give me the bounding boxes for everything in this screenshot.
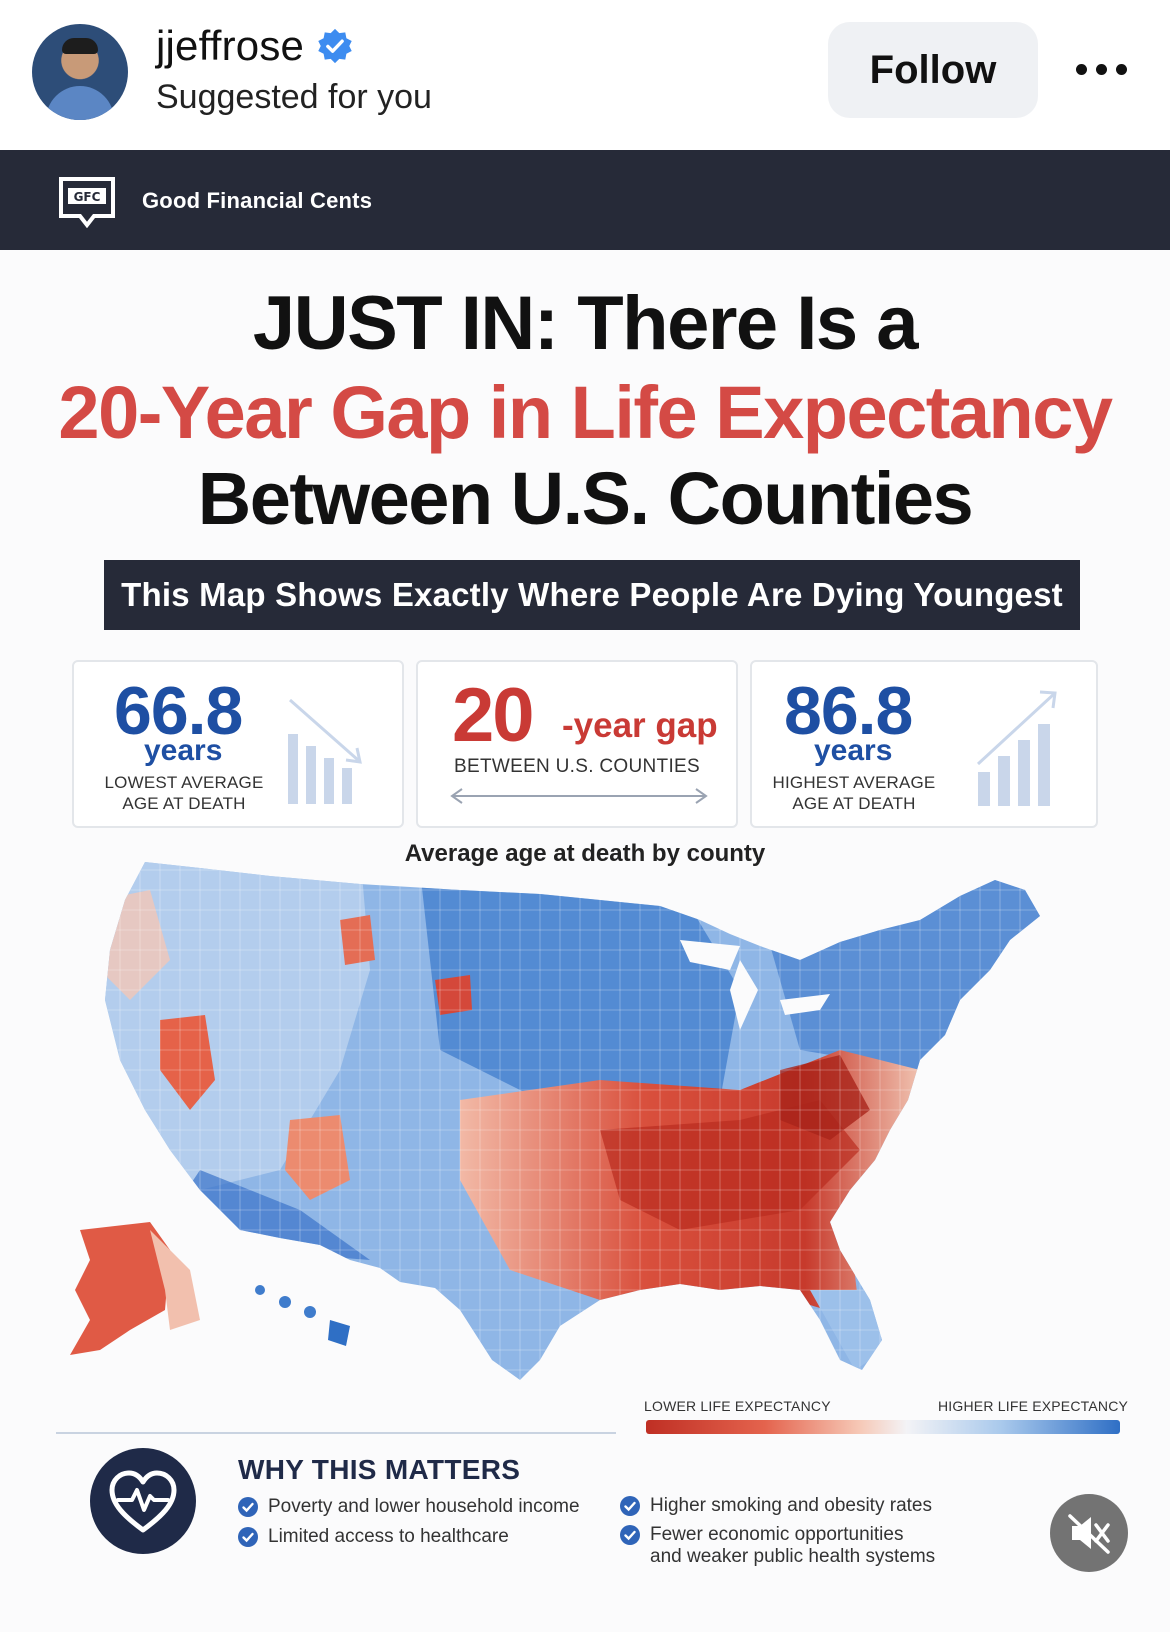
- reason-item: Poverty and lower household income: [238, 1496, 580, 1518]
- gap-label: BETWEEN U.S. COUNTIES: [454, 756, 700, 777]
- double-arrow-icon: [450, 788, 708, 804]
- post-image[interactable]: GFC Good Financial Cents JUST IN: There …: [0, 150, 1170, 1632]
- check-circle-icon: [620, 1525, 640, 1545]
- check-circle-icon: [238, 1527, 258, 1547]
- heart-pulse-icon: [90, 1448, 196, 1554]
- stat-card-gap: 20 -year gap BETWEEN U.S. COUNTIES: [416, 660, 738, 828]
- highest-unit: years: [814, 734, 893, 767]
- gap-value: 20: [452, 673, 535, 758]
- subtitle-banner: This Map Shows Exactly Where People Are …: [104, 560, 1080, 630]
- reason-item: Limited access to healthcare: [238, 1526, 509, 1548]
- lowest-unit: years: [144, 734, 223, 767]
- highest-label: HIGHEST AVERAGE AGE AT DEATH: [772, 773, 936, 813]
- speaker-muted-icon: [1068, 1514, 1110, 1554]
- why-title: WHY THIS MATTERS: [238, 1454, 521, 1485]
- legend-high-label: HIGHER LIFE EXPECTANCY: [938, 1398, 1129, 1414]
- highest-value: 86.8: [784, 673, 913, 749]
- legend-color-bar: [646, 1420, 1120, 1434]
- legend-low-label: LOWER LIFE EXPECTANCY: [644, 1398, 831, 1414]
- follow-button[interactable]: Follow: [828, 22, 1038, 118]
- stat-card-lowest: 66.8 years LOWEST AVERAGE AGE AT DEATH: [72, 660, 404, 828]
- svg-text:GFC: GFC: [74, 190, 101, 204]
- lowest-value: 66.8: [114, 673, 243, 749]
- brand-bar: GFC Good Financial Cents: [0, 150, 1170, 250]
- rising-bars-icon: [976, 690, 1057, 806]
- username[interactable]: jjeffrose: [156, 22, 305, 69]
- more-options-icon[interactable]: [1076, 54, 1136, 84]
- check-circle-icon: [620, 1496, 640, 1516]
- map-title: Average age at death by county: [404, 840, 766, 867]
- divider-line: [56, 1432, 616, 1434]
- gap-unit: -year gap: [562, 706, 718, 745]
- brand-name: Good Financial Cents: [142, 188, 373, 213]
- us-county-map: [70, 862, 1040, 1380]
- avatar[interactable]: [32, 24, 128, 120]
- post-header: jjeffrose Suggested for you Follow: [0, 0, 1170, 150]
- username-row: jjeffrose: [156, 22, 354, 70]
- gfc-logo-icon: GFC: [59, 177, 115, 228]
- reason-item: Fewer economic opportunities and weaker …: [620, 1524, 940, 1568]
- headline-line-3: Between U.S. Counties: [197, 457, 974, 540]
- declining-bars-icon: [288, 698, 362, 804]
- stat-card-highest: 86.8 years HIGHEST AVERAGE AGE AT DEATH: [750, 660, 1098, 828]
- reason-item: Higher smoking and obesity rates: [620, 1495, 932, 1517]
- lowest-label: LOWEST AVERAGE AGE AT DEATH: [104, 773, 264, 813]
- verified-badge-icon: [318, 28, 352, 64]
- headline-line-2: 20-Year Gap in Life Expectancy: [58, 371, 1113, 454]
- check-circle-icon: [238, 1497, 258, 1517]
- suggested-label: Suggested for you: [156, 78, 432, 116]
- mute-button[interactable]: [1050, 1494, 1128, 1572]
- headline-line-1: JUST IN: There Is a: [252, 281, 919, 366]
